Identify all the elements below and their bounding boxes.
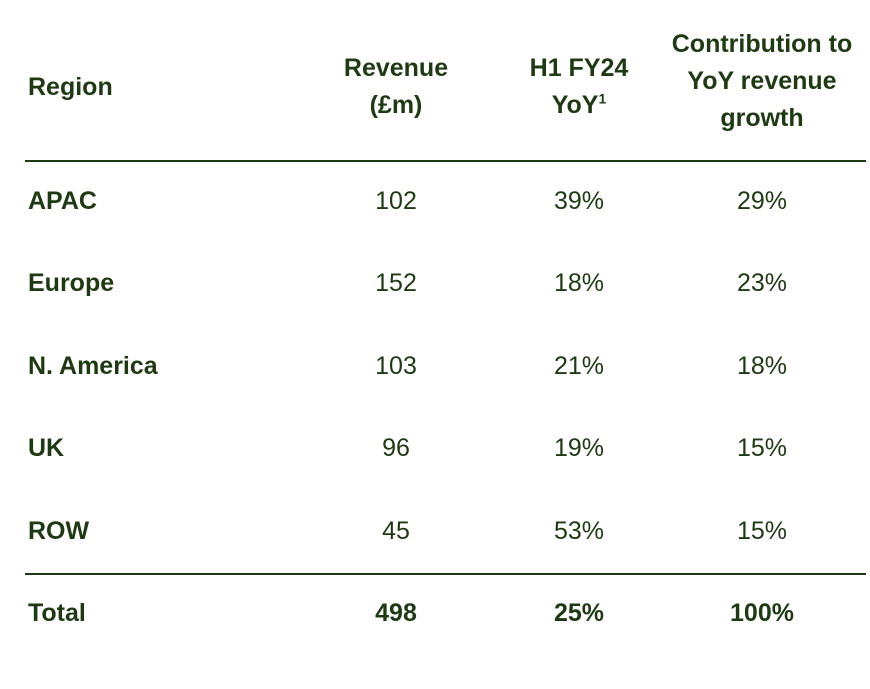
cell-contribution: 15% (736, 434, 788, 463)
total-contribution: 100% (730, 598, 794, 627)
cell-yoy: 21% (553, 351, 605, 380)
cell-revenue: 102 (375, 186, 417, 215)
cell-revenue: 152 (375, 269, 417, 298)
header-yoy: H1 FY24 YoY1 (499, 18, 659, 150)
header-divider (25, 160, 866, 162)
table-header-row: Region Revenue (£m) H1 FY24 YoY1 Contrib… (25, 18, 866, 144)
table-total-row: Total 498 25% 100% (25, 583, 866, 643)
table-row: ROW 45 53% 15% (25, 501, 866, 561)
header-yoy-label: H1 FY24 YoY (529, 54, 629, 119)
table-row: UK 96 19% 15% (25, 419, 866, 479)
header-region: Region (28, 72, 113, 101)
cell-yoy: 53% (553, 516, 605, 545)
cell-contribution: 29% (736, 186, 788, 215)
cell-yoy: 19% (553, 434, 605, 463)
cell-revenue: 45 (382, 516, 410, 545)
table-row: N. America 103 21% 18% (25, 336, 866, 396)
table-row: Europe 152 18% 23% (25, 254, 866, 314)
cell-region: Europe (28, 269, 115, 298)
header-contribution: Contribution to YoY revenue growth (671, 29, 853, 132)
cell-yoy: 18% (553, 269, 605, 298)
cell-revenue: 96 (382, 434, 410, 463)
header-revenue: Revenue (£m) (343, 54, 449, 119)
cell-contribution: 18% (736, 351, 788, 380)
revenue-by-region-table: Region Revenue (£m) H1 FY24 YoY1 Contrib… (25, 0, 866, 689)
cell-yoy: 39% (553, 186, 605, 215)
table-row: APAC 102 39% 29% (25, 171, 866, 231)
total-revenue: 498 (375, 598, 417, 627)
total-region: Total (28, 598, 86, 627)
total-yoy: 25% (553, 598, 605, 627)
header-yoy-footnote: 1 (598, 90, 607, 107)
cell-region: ROW (28, 516, 90, 545)
cell-region: UK (28, 434, 65, 463)
total-divider (25, 573, 866, 575)
cell-region: APAC (28, 186, 97, 215)
cell-contribution: 15% (736, 516, 788, 545)
cell-revenue: 103 (375, 351, 417, 380)
cell-contribution: 23% (736, 269, 788, 298)
cell-region: N. America (28, 351, 158, 380)
